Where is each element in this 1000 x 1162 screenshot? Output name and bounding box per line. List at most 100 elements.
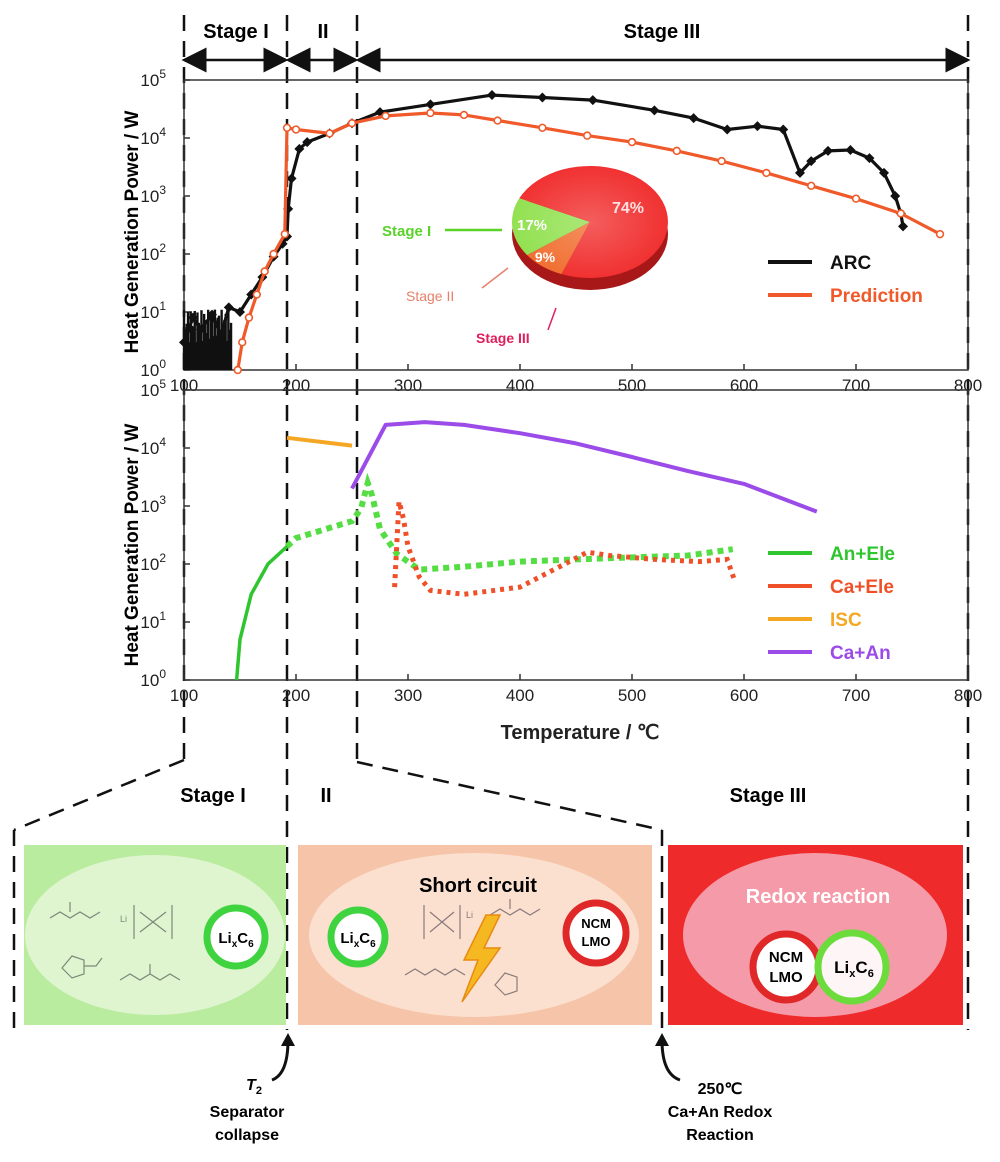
top-series	[179, 90, 945, 375]
series-arc-point	[215, 330, 226, 341]
bottom-chart: Heat Generation Power / W 10010110210310…	[122, 377, 982, 744]
bottom-ytick-label: 100	[140, 667, 166, 690]
pie-label-stage3: Stage III	[476, 330, 530, 346]
panel3-ncm-label: NCM	[769, 949, 803, 966]
redox-text-2: Ca+An Redox	[668, 1104, 773, 1121]
series-prediction-point	[260, 267, 269, 276]
t2-label: T2	[246, 1077, 262, 1097]
series-an-ele-dotted-line	[284, 472, 734, 573]
header-stage2: II	[317, 21, 328, 43]
panel2-lixc6-particle	[327, 906, 389, 968]
series-arc-point	[195, 324, 206, 335]
series-arc-point	[806, 156, 817, 167]
series-prediction-point	[238, 338, 247, 347]
legend-an-ele-label: An+Ele	[830, 544, 895, 565]
panel2-molecules	[404, 899, 541, 996]
legend-ca-an-label: Ca+An	[830, 643, 891, 664]
top-ytick-label: 104	[140, 125, 166, 148]
panel3-ncm-lmo-particle	[749, 930, 823, 1004]
series-arc-point	[223, 302, 234, 313]
series-arc-point	[235, 307, 245, 317]
bottom-xtick-label: 500	[618, 686, 646, 705]
panel1-lixc6-particle	[203, 904, 269, 970]
series-arc-point	[879, 167, 889, 178]
series-prediction-point	[672, 146, 681, 156]
top-ytick-label: 105	[140, 67, 166, 90]
series-arc-point	[187, 312, 198, 323]
pie-inset: 74% 17% 9% Stage I Stage II Stage III	[382, 165, 668, 346]
pie-slices	[511, 165, 668, 278]
series-prediction-point	[269, 249, 278, 259]
series-prediction-point	[347, 118, 357, 128]
series-prediction-point	[282, 123, 292, 132]
legend-prediction-label: Prediction	[830, 286, 923, 307]
series-arc-point	[688, 113, 699, 124]
pie-label-stage2: Stage II	[406, 288, 454, 304]
separator-text-1: Separator	[210, 1104, 285, 1121]
series-an-ele-line	[234, 545, 289, 681]
bottom-xtick-label: 800	[954, 686, 982, 705]
bottom-xtick-label: 400	[506, 686, 534, 705]
bottom-ytick-label: 102	[140, 551, 166, 574]
series-arc-point	[425, 99, 436, 110]
panel-stage1: Li LixC6	[24, 845, 286, 1025]
bottom-legend: An+Ele Ca+Ele ISC Ca+An	[768, 544, 895, 664]
series-prediction-point	[717, 156, 726, 166]
panel3-lixc6-label: LixC6	[834, 958, 874, 980]
panel1-ellipse	[25, 855, 285, 1015]
bottom-xtick-label: 300	[394, 686, 422, 705]
panel3-ellipse	[683, 853, 947, 1017]
bottom-ytick-label: 104	[140, 435, 166, 458]
series-arc-point	[302, 137, 313, 148]
series-arc-point	[795, 167, 805, 178]
header-stage1: Stage I	[203, 21, 269, 43]
zoom-left-diag	[13, 758, 185, 832]
series-prediction-point	[252, 290, 261, 299]
legend-isc-label: ISC	[830, 610, 862, 631]
series-prediction-point	[459, 110, 469, 120]
series-prediction-point	[493, 116, 502, 125]
series-prediction-point	[280, 229, 289, 239]
series-arc-point	[823, 145, 833, 156]
bottom-ytick-label: 101	[140, 609, 166, 632]
series-arc-point	[294, 143, 305, 154]
stage-header: Stage I II Stage III	[181, 21, 971, 73]
top-ytick-label: 101	[140, 299, 166, 322]
bottom-plot-frame	[183, 389, 969, 681]
top-ytick-label: 102	[140, 241, 166, 264]
pie-highlight	[512, 166, 668, 278]
annotations: T2 Separator collapse 250℃ Ca+An Redox R…	[210, 1033, 773, 1144]
top-xtick-label: 400	[506, 376, 534, 395]
series-isc-line	[286, 435, 353, 448]
series-arc-point	[587, 95, 598, 106]
header-stage3: Stage III	[624, 21, 701, 43]
bottom-xtick-label: 600	[730, 686, 758, 705]
series-prediction-point	[762, 168, 771, 178]
series-arc-point	[864, 153, 875, 164]
top-legend: ARC Prediction	[768, 253, 923, 307]
series-prediction-point	[244, 313, 254, 322]
series-arc-point	[207, 309, 217, 320]
bottom-ytick-label: 103	[140, 493, 166, 516]
series-arc-point	[722, 124, 733, 135]
series-arc-point	[649, 105, 660, 116]
pie-pct-stage2: 9%	[535, 249, 556, 265]
lightning-icon	[461, 914, 502, 1003]
schematic-stage1-label: Stage I	[180, 785, 246, 807]
panel2-ncm-lmo-particle	[562, 899, 630, 967]
bottom-xtick-label: 200	[282, 686, 310, 705]
series-prediction-point	[896, 209, 905, 218]
series-arc-point	[246, 289, 257, 300]
bottom-y-ticks: 100 101 102 103 104 105	[140, 377, 190, 690]
top-ytick-label: 103	[140, 183, 166, 206]
series-prediction-point	[325, 129, 334, 138]
redox-text-3: Reaction	[686, 1127, 754, 1144]
pie-leader-stage2	[481, 267, 509, 289]
series-arc-point	[778, 124, 789, 135]
top-ylabel: Heat Generation Power / W	[122, 111, 143, 354]
schematic-stage3-label: Stage III	[730, 785, 807, 807]
series-arc-point	[179, 337, 189, 348]
top-chart: Heat Generation Power / W 10010110210310…	[122, 67, 982, 395]
panel2-lmo-label: LMO	[582, 934, 611, 949]
